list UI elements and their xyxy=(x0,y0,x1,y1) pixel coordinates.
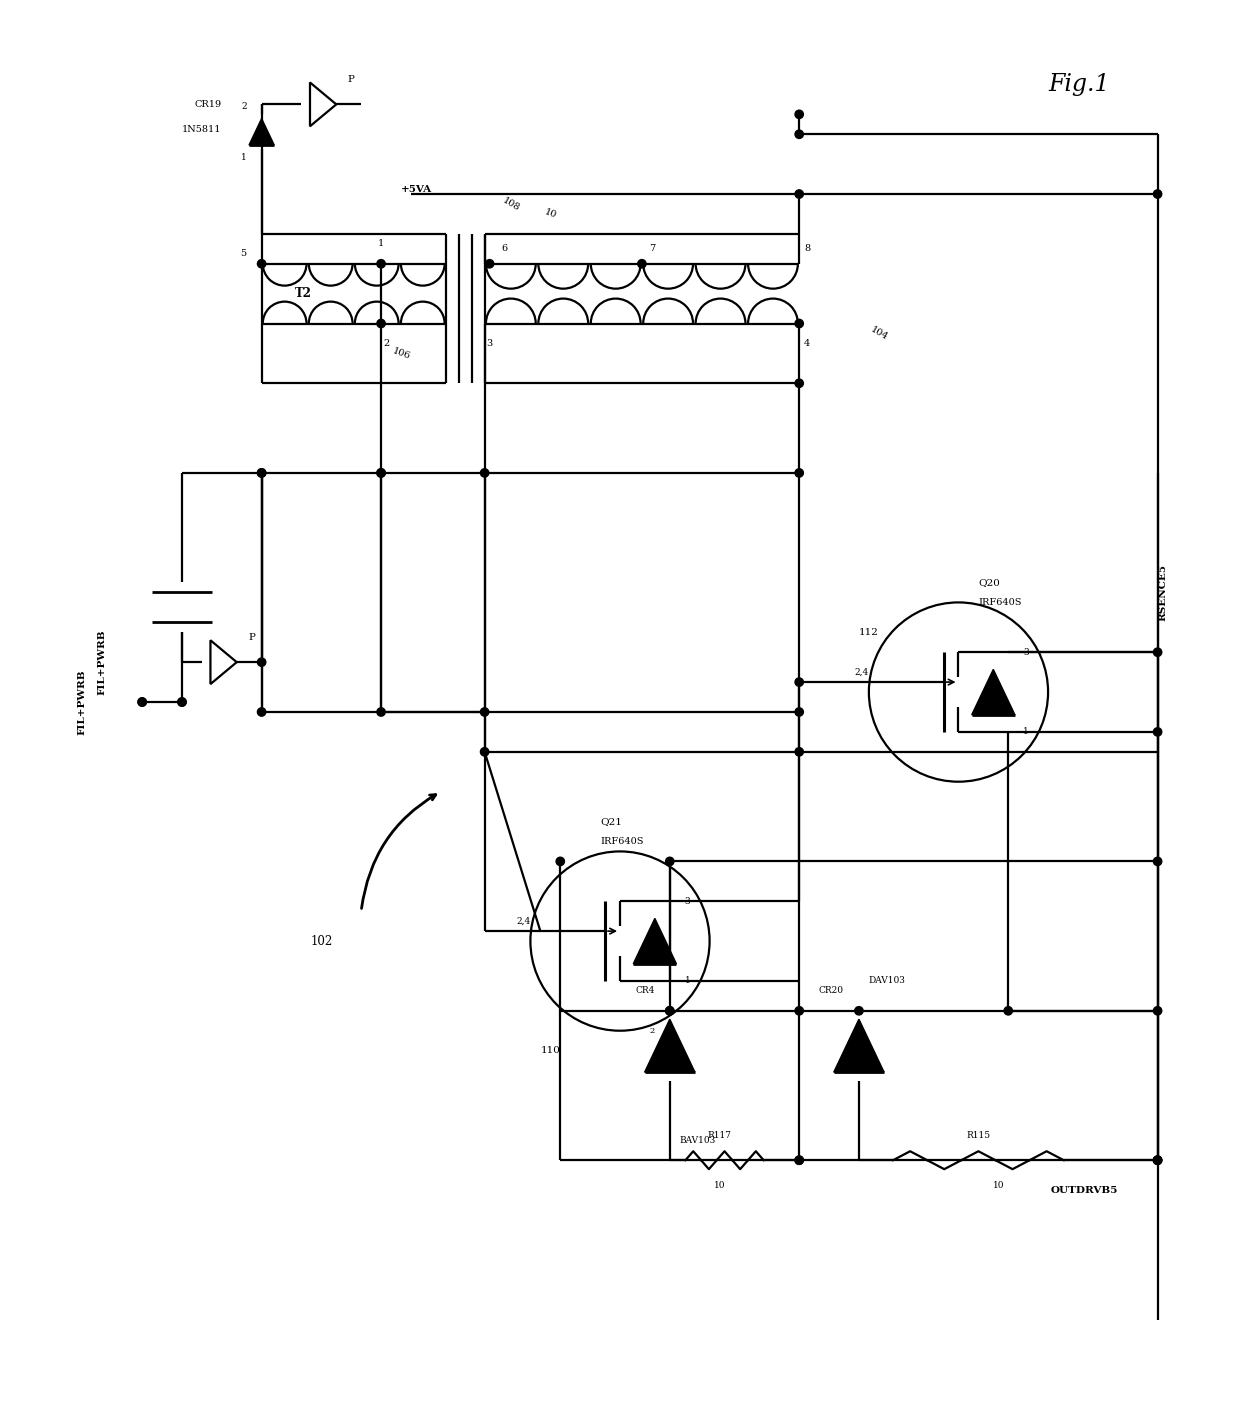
Circle shape xyxy=(177,698,186,706)
Circle shape xyxy=(795,747,804,755)
Text: 110: 110 xyxy=(541,1046,560,1055)
Text: CR19: CR19 xyxy=(195,100,222,109)
Circle shape xyxy=(138,698,146,706)
Circle shape xyxy=(1004,1007,1012,1015)
Circle shape xyxy=(480,469,489,477)
Circle shape xyxy=(138,698,146,706)
Circle shape xyxy=(795,130,804,138)
Circle shape xyxy=(795,319,804,328)
Circle shape xyxy=(666,1007,675,1015)
Text: 7: 7 xyxy=(649,244,655,253)
Circle shape xyxy=(258,469,265,477)
Circle shape xyxy=(1153,727,1162,736)
Text: 3: 3 xyxy=(1023,648,1029,657)
Text: 1: 1 xyxy=(378,239,384,249)
Text: 10: 10 xyxy=(543,208,558,220)
Circle shape xyxy=(795,1007,804,1015)
Circle shape xyxy=(480,707,489,716)
Circle shape xyxy=(377,469,386,477)
Text: 4: 4 xyxy=(805,339,811,347)
Text: 1N5811: 1N5811 xyxy=(182,124,222,134)
Circle shape xyxy=(1153,189,1162,198)
Text: 6: 6 xyxy=(501,244,507,253)
Polygon shape xyxy=(249,119,274,145)
Text: 8: 8 xyxy=(805,244,810,253)
Text: 108: 108 xyxy=(501,195,521,212)
Text: 2: 2 xyxy=(383,339,389,347)
Circle shape xyxy=(637,260,646,268)
Circle shape xyxy=(666,1007,675,1015)
Text: 10: 10 xyxy=(992,1180,1004,1189)
Text: P: P xyxy=(347,75,355,83)
Circle shape xyxy=(795,469,804,477)
Circle shape xyxy=(666,857,675,866)
Text: 106: 106 xyxy=(391,346,412,361)
Circle shape xyxy=(1153,857,1162,866)
Text: CR20: CR20 xyxy=(818,987,844,995)
Text: IRF640S: IRF640S xyxy=(978,597,1022,607)
Circle shape xyxy=(795,678,804,686)
Circle shape xyxy=(795,189,804,198)
Polygon shape xyxy=(634,918,676,964)
Text: 2,4: 2,4 xyxy=(854,668,869,676)
Circle shape xyxy=(556,857,564,866)
Circle shape xyxy=(258,658,265,666)
Circle shape xyxy=(377,707,386,716)
Circle shape xyxy=(795,707,804,716)
Text: +5VA: +5VA xyxy=(401,185,432,193)
Text: Fig.1: Fig.1 xyxy=(1048,73,1110,96)
Text: 102: 102 xyxy=(310,935,332,947)
Circle shape xyxy=(480,747,489,755)
Circle shape xyxy=(854,1007,863,1015)
Text: 1: 1 xyxy=(241,152,247,161)
Text: 3: 3 xyxy=(486,339,492,347)
Polygon shape xyxy=(972,669,1014,714)
Text: T2: T2 xyxy=(294,287,311,301)
Text: FIL+PWRB: FIL+PWRB xyxy=(78,669,87,734)
Text: P: P xyxy=(248,633,255,642)
Text: Q20: Q20 xyxy=(978,578,1001,587)
Circle shape xyxy=(1153,1156,1162,1165)
Text: RSENCE5: RSENCE5 xyxy=(1158,563,1167,621)
Circle shape xyxy=(795,1156,804,1165)
Text: FIL+PWRB: FIL+PWRB xyxy=(98,630,107,695)
Text: BAV103: BAV103 xyxy=(680,1135,715,1145)
Circle shape xyxy=(177,698,186,706)
Circle shape xyxy=(485,260,494,268)
Text: 5: 5 xyxy=(241,250,247,258)
Text: 1: 1 xyxy=(650,1066,655,1075)
Circle shape xyxy=(795,1156,804,1165)
Text: 3: 3 xyxy=(684,897,691,905)
Text: DAV103: DAV103 xyxy=(869,977,905,986)
Circle shape xyxy=(795,378,804,387)
Polygon shape xyxy=(833,1019,884,1072)
Circle shape xyxy=(1153,648,1162,657)
Text: 2: 2 xyxy=(650,1027,655,1035)
Text: R117: R117 xyxy=(708,1131,732,1139)
Circle shape xyxy=(377,319,386,328)
Text: 104: 104 xyxy=(869,325,889,342)
Text: 10: 10 xyxy=(714,1180,725,1189)
Circle shape xyxy=(258,469,265,477)
Polygon shape xyxy=(645,1019,694,1072)
Text: Q21: Q21 xyxy=(600,818,622,826)
Text: IRF640S: IRF640S xyxy=(600,837,644,846)
Text: R115: R115 xyxy=(966,1131,991,1139)
Text: 112: 112 xyxy=(859,628,879,637)
Circle shape xyxy=(1153,1156,1162,1165)
Circle shape xyxy=(795,110,804,119)
Circle shape xyxy=(258,260,265,268)
Circle shape xyxy=(1153,1156,1162,1165)
Text: 1: 1 xyxy=(1023,727,1029,737)
Text: 2,4: 2,4 xyxy=(516,916,531,926)
Circle shape xyxy=(258,707,265,716)
Circle shape xyxy=(1153,1007,1162,1015)
Text: OUTDRVB5: OUTDRVB5 xyxy=(1050,1186,1117,1195)
Text: 2: 2 xyxy=(241,102,247,112)
Text: CR4: CR4 xyxy=(635,987,655,995)
Text: 1: 1 xyxy=(684,977,691,986)
Circle shape xyxy=(377,469,386,477)
Circle shape xyxy=(377,260,386,268)
